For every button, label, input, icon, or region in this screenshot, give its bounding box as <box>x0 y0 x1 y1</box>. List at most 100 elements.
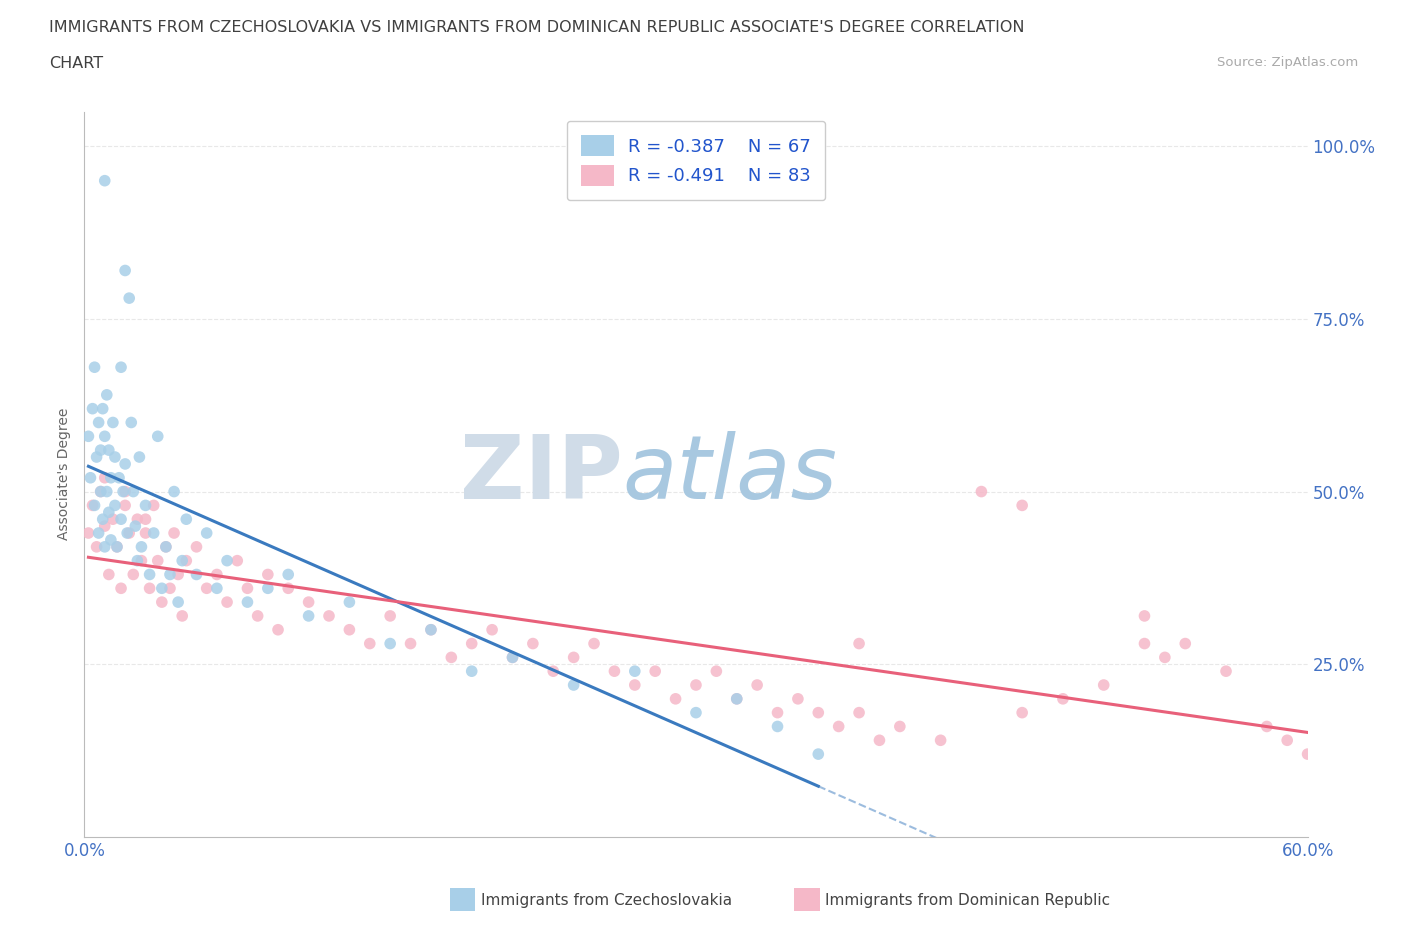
Point <box>163 525 186 540</box>
Point <box>685 678 707 693</box>
Point <box>380 636 402 651</box>
Point <box>359 636 381 651</box>
Point <box>91 401 114 416</box>
Point <box>186 539 208 554</box>
Point <box>787 691 810 706</box>
Point <box>174 512 197 526</box>
Point <box>112 485 135 499</box>
Point <box>766 719 789 734</box>
Point <box>929 733 952 748</box>
Point <box>543 664 565 679</box>
Point <box>93 519 115 534</box>
Text: Immigrants from Czechoslovakia: Immigrants from Czechoslovakia <box>481 893 733 908</box>
Point <box>96 388 118 403</box>
Point <box>624 678 647 693</box>
Point <box>150 594 173 609</box>
Text: CHART: CHART <box>49 56 103 71</box>
Point <box>380 608 402 623</box>
Point <box>583 636 606 651</box>
Point <box>110 512 132 526</box>
Point <box>807 705 830 720</box>
Point <box>420 622 443 637</box>
Point <box>1154 650 1177 665</box>
Point <box>110 360 132 375</box>
Point <box>93 429 115 444</box>
Point <box>91 512 114 526</box>
Point <box>1011 705 1033 720</box>
Point <box>135 525 157 540</box>
Point <box>399 636 422 651</box>
Point <box>87 525 110 540</box>
Point <box>848 636 870 651</box>
Point <box>339 594 361 609</box>
Y-axis label: Associate's Degree: Associate's Degree <box>58 408 72 540</box>
Point <box>685 705 707 720</box>
Point <box>257 581 280 596</box>
Point <box>562 678 585 693</box>
Point <box>339 622 361 637</box>
Point <box>146 429 169 444</box>
Point <box>90 485 112 499</box>
Point <box>101 415 124 430</box>
Point <box>267 622 290 637</box>
Text: Source: ZipAtlas.com: Source: ZipAtlas.com <box>1218 56 1358 69</box>
Point <box>1052 691 1074 706</box>
Point <box>1215 664 1237 679</box>
Point <box>142 498 165 512</box>
Point <box>277 567 299 582</box>
Point <box>522 636 544 651</box>
Point <box>747 678 769 693</box>
Point <box>110 581 132 596</box>
Point <box>1296 747 1319 762</box>
Point <box>159 581 181 596</box>
Point <box>461 636 484 651</box>
Text: atlas: atlas <box>623 432 838 517</box>
Point <box>90 443 112 458</box>
Point <box>128 449 150 464</box>
Point <box>120 415 142 430</box>
Point <box>172 608 194 623</box>
Point <box>86 449 108 464</box>
Point <box>1133 608 1156 623</box>
Point <box>603 664 626 679</box>
Point <box>420 622 443 637</box>
Point <box>869 733 891 748</box>
Point <box>83 498 105 512</box>
Point <box>246 608 269 623</box>
Point <box>159 567 181 582</box>
Point <box>167 594 190 609</box>
Point <box>828 719 851 734</box>
Point <box>1256 719 1278 734</box>
Point <box>298 594 321 609</box>
Point <box>298 608 321 623</box>
Point <box>97 567 120 582</box>
Point <box>205 581 228 596</box>
Point <box>257 567 280 582</box>
Point <box>150 581 173 596</box>
Point <box>665 691 688 706</box>
Point <box>90 485 112 499</box>
Point <box>83 360 105 375</box>
Point <box>236 594 259 609</box>
Point <box>1277 733 1299 748</box>
Point <box>146 553 169 568</box>
Point <box>97 443 120 458</box>
Point <box>1011 498 1033 512</box>
Point <box>86 539 108 554</box>
Point <box>174 553 197 568</box>
Point <box>87 415 110 430</box>
Point <box>217 553 239 568</box>
Point <box>889 719 911 734</box>
Point <box>502 650 524 665</box>
Point <box>195 525 218 540</box>
Point <box>131 553 153 568</box>
Point <box>77 429 100 444</box>
Point <box>186 567 208 582</box>
Point <box>114 263 136 278</box>
Point <box>100 471 122 485</box>
Point <box>127 512 149 526</box>
Point <box>766 705 789 720</box>
Point <box>124 519 146 534</box>
Point <box>1174 636 1197 651</box>
Point <box>122 567 145 582</box>
